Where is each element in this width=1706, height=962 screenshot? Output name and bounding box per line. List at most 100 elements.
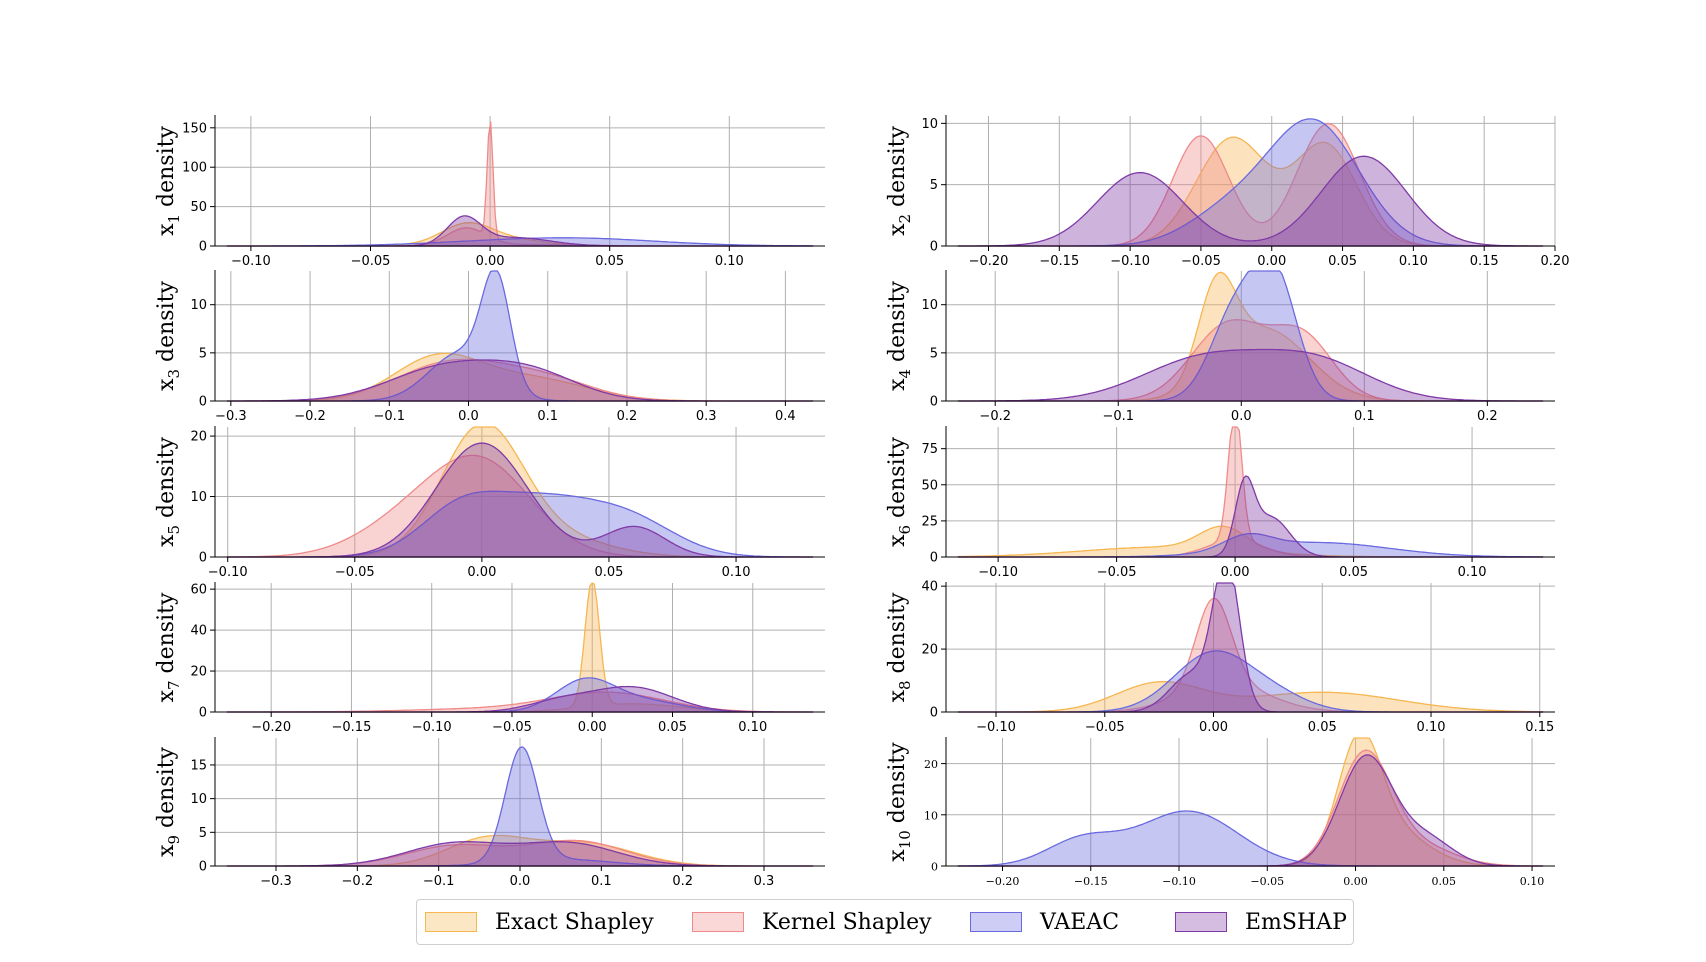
x-tick-label: 0.00 bbox=[578, 720, 607, 735]
density-exact-shapley-x7 bbox=[226, 582, 814, 713]
y-tick-label: 10 bbox=[921, 117, 938, 132]
panel-x8: −0.10 −0.05 0.00 0.05 0.10 0.15 0 20 40 x8 densit… bbox=[885, 580, 1555, 735]
x-tick-label: 0.05 bbox=[595, 254, 624, 269]
legend-item-exact-shapley: Exact Shapley bbox=[425, 900, 654, 944]
x-tick-label: 0.20 bbox=[1541, 254, 1570, 269]
y-tick-label: 100 bbox=[182, 161, 207, 176]
panel-x6: −0.10 −0.05 0.00 0.05 0.10 0 25 50 75 x6 density bbox=[885, 426, 1555, 580]
x-tick-label: 0.3 bbox=[696, 409, 717, 424]
y-axis-label-x7: x7 density bbox=[154, 592, 183, 702]
panel-x3: −0.3 −0.2 −0.1 0.0 0.1 0.2 0.3 0.4 0 5 10 x3 densit… bbox=[154, 270, 825, 424]
x-tick-label: 0.00 bbox=[467, 565, 496, 580]
x-tick-label: 0.10 bbox=[715, 254, 744, 269]
x-tick-label: −0.10 bbox=[412, 720, 452, 735]
y-tick-label: 25 bbox=[921, 514, 938, 529]
x-tick-label: 0.05 bbox=[658, 720, 687, 735]
x-tick-label: −0.20 bbox=[969, 254, 1009, 269]
x-tick-label: 0.00 bbox=[476, 254, 505, 269]
x-tick-label: −0.10 bbox=[1110, 254, 1150, 269]
x-tick-label: −0.20 bbox=[251, 720, 291, 735]
legend-label-vaeac: VAEAC bbox=[1040, 909, 1120, 935]
x-tick-label: −0.10 bbox=[231, 254, 271, 269]
panel-x5: −0.10 −0.05 0.00 0.05 0.10 0 10 20 x5 density bbox=[154, 426, 825, 580]
density-emshap-x1 bbox=[226, 215, 814, 247]
x-tick-label: 0.2 bbox=[672, 874, 693, 889]
x-tick-label: −0.05 bbox=[351, 254, 391, 269]
x-tick-label: −0.10 bbox=[1162, 875, 1196, 888]
y-axis-label-x1: x1 density bbox=[154, 126, 183, 236]
density-emshap-x3 bbox=[226, 359, 814, 402]
y-axis-label-x9: x9 density bbox=[154, 747, 183, 857]
y-tick-label: 10 bbox=[190, 298, 207, 313]
y-tick-label: 5 bbox=[930, 178, 938, 193]
x-tick-label: 0.0 bbox=[458, 409, 479, 424]
legend-item-vaeac: VAEAC bbox=[970, 900, 1119, 944]
x-tick-label: −0.3 bbox=[215, 409, 247, 424]
x-tick-label: −0.10 bbox=[978, 565, 1018, 580]
density-emshap-x2 bbox=[957, 155, 1544, 247]
y-tick-label: 20 bbox=[921, 643, 938, 658]
y-tick-label: 10 bbox=[921, 298, 938, 313]
legend-swatch-vaeac bbox=[970, 912, 1022, 932]
x-tick-label: −0.05 bbox=[1097, 565, 1137, 580]
x-tick-label: 0.00 bbox=[1221, 565, 1250, 580]
y-tick-label: 0 bbox=[930, 395, 938, 410]
y-tick-label: 0 bbox=[199, 240, 207, 255]
x-tick-label: 0.00 bbox=[1257, 254, 1286, 269]
y-tick-label: 20 bbox=[924, 758, 938, 771]
density-vaeac-x2 bbox=[957, 118, 1544, 247]
x-tick-label: −0.3 bbox=[260, 874, 292, 889]
x-tick-label: −0.15 bbox=[332, 720, 372, 735]
x-tick-label: −0.05 bbox=[1250, 875, 1284, 888]
x-tick-label: 0.0 bbox=[510, 874, 531, 889]
x-tick-label: 0.10 bbox=[722, 565, 751, 580]
y-axis-label-x4: x4 density bbox=[885, 281, 914, 391]
y-tick-label: 0 bbox=[931, 861, 938, 874]
density-emshap-x6 bbox=[957, 475, 1544, 558]
y-tick-label: 50 bbox=[921, 478, 938, 493]
legend-item-kernel-shapley: Kernel Shapley bbox=[692, 900, 932, 944]
x-tick-label: 0.05 bbox=[1432, 875, 1457, 888]
y-tick-label: 10 bbox=[924, 809, 938, 822]
x-tick-label: 0.15 bbox=[1470, 254, 1499, 269]
x-tick-label: −0.20 bbox=[986, 875, 1020, 888]
x-tick-label: 0.05 bbox=[1328, 254, 1357, 269]
x-tick-label: 0.15 bbox=[1525, 720, 1554, 735]
x-tick-label: 0.1 bbox=[591, 874, 612, 889]
y-axis-label-x3: x3 density bbox=[154, 281, 183, 391]
x-tick-label: 0.0 bbox=[1231, 409, 1252, 424]
y-tick-label: 20 bbox=[190, 665, 207, 680]
x-tick-label: −0.1 bbox=[1102, 409, 1134, 424]
y-tick-label: 0 bbox=[930, 551, 938, 566]
y-tick-label: 75 bbox=[921, 442, 938, 457]
panel-x10: −0.20 −0.15 −0.10 −0.05 0.00 0.05 0.10 0 10 20 x10… bbox=[885, 737, 1555, 888]
y-axis-label-x10: x10 density bbox=[885, 742, 914, 862]
x-tick-label: 0.10 bbox=[1520, 875, 1545, 888]
legend-swatch-exact-shapley bbox=[425, 912, 477, 932]
legend-swatch-kernel-shapley bbox=[692, 912, 744, 932]
x-tick-label: −0.10 bbox=[208, 565, 248, 580]
x-tick-label: −0.1 bbox=[373, 409, 405, 424]
x-tick-label: 0.4 bbox=[775, 409, 796, 424]
x-tick-label: −0.1 bbox=[423, 874, 455, 889]
x-tick-label: −0.10 bbox=[976, 720, 1016, 735]
x-tick-label: −0.05 bbox=[492, 720, 532, 735]
x-tick-label: −0.15 bbox=[1074, 875, 1108, 888]
y-tick-label: 5 bbox=[930, 346, 938, 361]
legend-swatch-emshap bbox=[1175, 912, 1227, 932]
x-tick-label: 0.10 bbox=[1399, 254, 1428, 269]
y-tick-label: 0 bbox=[199, 395, 207, 410]
panel-x2: −0.20 −0.15 −0.10 −0.05 0.00 0.05 0.10 0.15 0.20… bbox=[885, 115, 1569, 269]
y-tick-label: 50 bbox=[190, 200, 207, 215]
density-exact-shapley-x8 bbox=[957, 681, 1544, 713]
x-tick-label: −0.05 bbox=[1181, 254, 1221, 269]
density-emshap-x4 bbox=[957, 348, 1544, 402]
x-tick-label: 0.00 bbox=[1343, 875, 1368, 888]
y-axis-label-x5: x5 density bbox=[154, 437, 183, 547]
x-tick-label: 0.2 bbox=[617, 409, 638, 424]
density-emshap-x8 bbox=[957, 582, 1544, 713]
legend-label-kernel-shapley: Kernel Shapley bbox=[762, 909, 932, 935]
y-tick-label: 0 bbox=[199, 706, 207, 721]
